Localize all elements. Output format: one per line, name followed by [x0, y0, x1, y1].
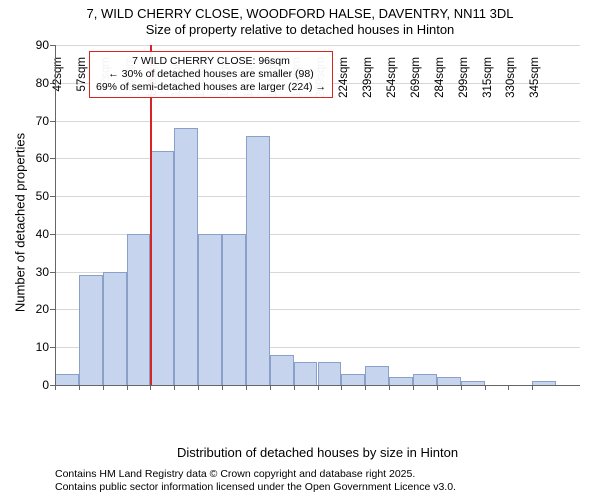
annotation-line-2: ← 30% of detached houses are smaller (98… — [96, 68, 326, 81]
histogram-bar — [103, 272, 127, 385]
y-tick-label: 20 — [36, 302, 55, 316]
x-tick-label: 224sqm — [332, 57, 350, 98]
footer-line-2: Contains public sector information licen… — [55, 481, 456, 493]
x-tick-label: 57sqm — [70, 57, 88, 92]
y-tick-label: 90 — [36, 38, 55, 52]
gridline — [55, 158, 580, 159]
y-tick-label: 30 — [36, 265, 55, 279]
x-tick-label: 254sqm — [380, 57, 398, 98]
x-tick-label: 330sqm — [499, 57, 517, 98]
y-axis-label: Number of detached properties — [13, 133, 28, 313]
x-tick-label: 269sqm — [404, 57, 422, 98]
annotation-line-1: 7 WILD CHERRY CLOSE: 96sqm — [96, 55, 326, 68]
y-tick-label: 60 — [36, 151, 55, 165]
histogram-bar — [413, 374, 437, 385]
x-tick-label: 315sqm — [476, 57, 494, 98]
y-tick-label: 0 — [42, 378, 55, 392]
gridline — [55, 45, 580, 46]
x-tick-label: 284sqm — [428, 57, 446, 98]
histogram-bar — [389, 377, 413, 385]
histogram-bar — [127, 234, 151, 385]
chart-title-line-1: 7, WILD CHERRY CLOSE, WOODFORD HALSE, DA… — [0, 6, 600, 21]
x-tick-label: 299sqm — [452, 57, 470, 98]
histogram-bar — [437, 377, 461, 385]
plot-area: 010203040506070809042sqm57sqm72sqm88sqm1… — [55, 45, 580, 385]
y-tick-label: 70 — [36, 114, 55, 128]
chart-title-line-2: Size of property relative to detached ho… — [0, 22, 600, 37]
histogram-chart: 7, WILD CHERRY CLOSE, WOODFORD HALSE, DA… — [0, 0, 600, 500]
histogram-bar — [222, 234, 246, 385]
y-tick-label: 10 — [36, 340, 55, 354]
histogram-bar — [341, 374, 365, 385]
annotation-box: 7 WILD CHERRY CLOSE: 96sqm← 30% of detac… — [89, 51, 333, 98]
histogram-bar — [198, 234, 222, 385]
x-tick-label: 345sqm — [523, 57, 541, 98]
gridline — [55, 196, 580, 197]
histogram-bar — [150, 151, 174, 385]
gridline — [55, 121, 580, 122]
annotation-line-3: 69% of semi-detached houses are larger (… — [96, 81, 326, 94]
x-axis-line — [55, 385, 580, 386]
histogram-bar — [79, 275, 103, 385]
histogram-bar — [174, 128, 198, 385]
histogram-bar — [318, 362, 342, 385]
histogram-bar — [55, 374, 79, 385]
histogram-bar — [294, 362, 318, 385]
histogram-bar — [246, 136, 270, 385]
histogram-bar — [270, 355, 294, 385]
x-axis-label: Distribution of detached houses by size … — [55, 445, 580, 460]
histogram-bar — [365, 366, 389, 385]
x-tick-label: 239sqm — [356, 57, 374, 98]
y-axis-line — [55, 45, 56, 385]
y-tick-label: 40 — [36, 227, 55, 241]
y-tick-label: 50 — [36, 189, 55, 203]
footer-line-1: Contains HM Land Registry data © Crown c… — [55, 468, 415, 480]
